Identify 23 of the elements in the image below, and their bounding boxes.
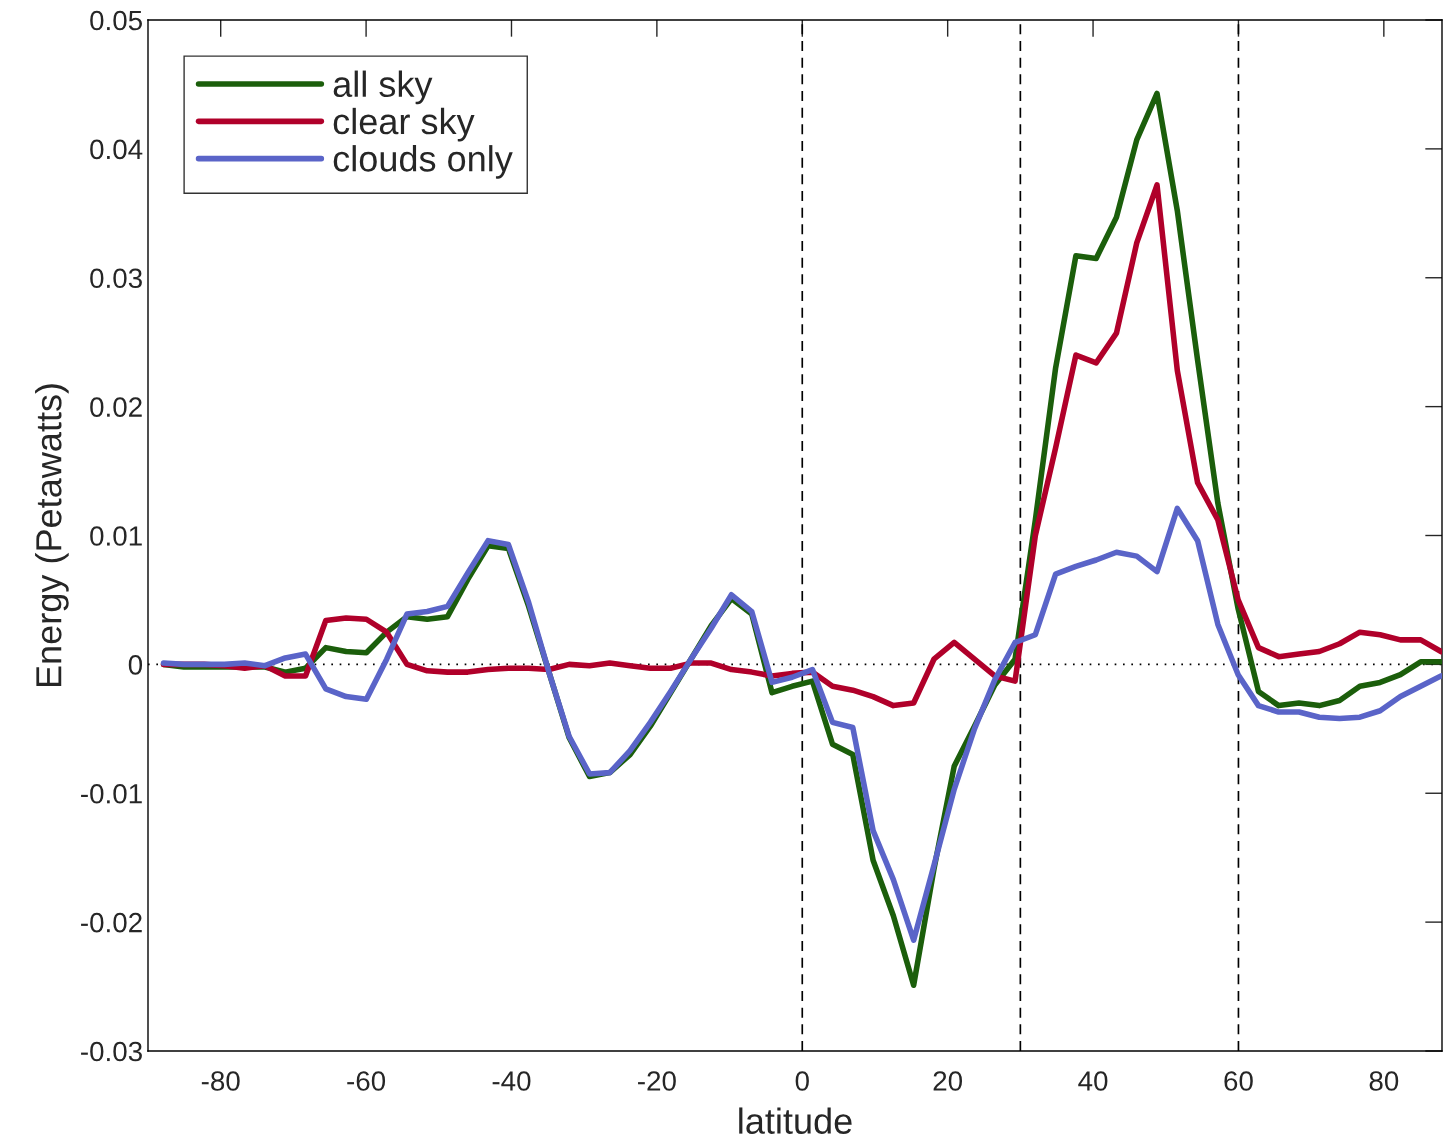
y-tick-label: 0.01: [90, 526, 142, 546]
legend-label: clouds only: [333, 145, 513, 179]
y-axis-title: Energy (Petawatts): [35, 384, 69, 687]
x-tick-label: -40: [492, 1071, 531, 1091]
legend-label: all sky: [333, 70, 433, 105]
legend-label: clear sky: [333, 107, 475, 142]
y-tick-label: -0.01: [81, 783, 142, 804]
x-tick-label: -60: [347, 1071, 386, 1091]
y-tick-label: -0.02: [81, 912, 142, 933]
x-tick-label: -80: [201, 1071, 240, 1091]
x-tick-label: 20: [933, 1071, 963, 1091]
x-tick-label: 80: [1369, 1071, 1399, 1091]
x-axis-title: latitude: [739, 1107, 852, 1134]
x-tick-label: -20: [638, 1071, 676, 1091]
y-tick-label: 0.03: [90, 268, 142, 289]
y-tick-label: 0.04: [90, 139, 143, 160]
y-tick-label: 0.02: [90, 397, 142, 417]
y-tick-label: 0.05: [90, 10, 142, 31]
y-tick-label: 0: [128, 655, 143, 675]
x-tick-label: 60: [1224, 1071, 1253, 1091]
x-tick-label: 0: [795, 1071, 809, 1091]
x-tick-label: 40: [1078, 1071, 1108, 1091]
y-tick-label: -0.03: [81, 1041, 142, 1062]
